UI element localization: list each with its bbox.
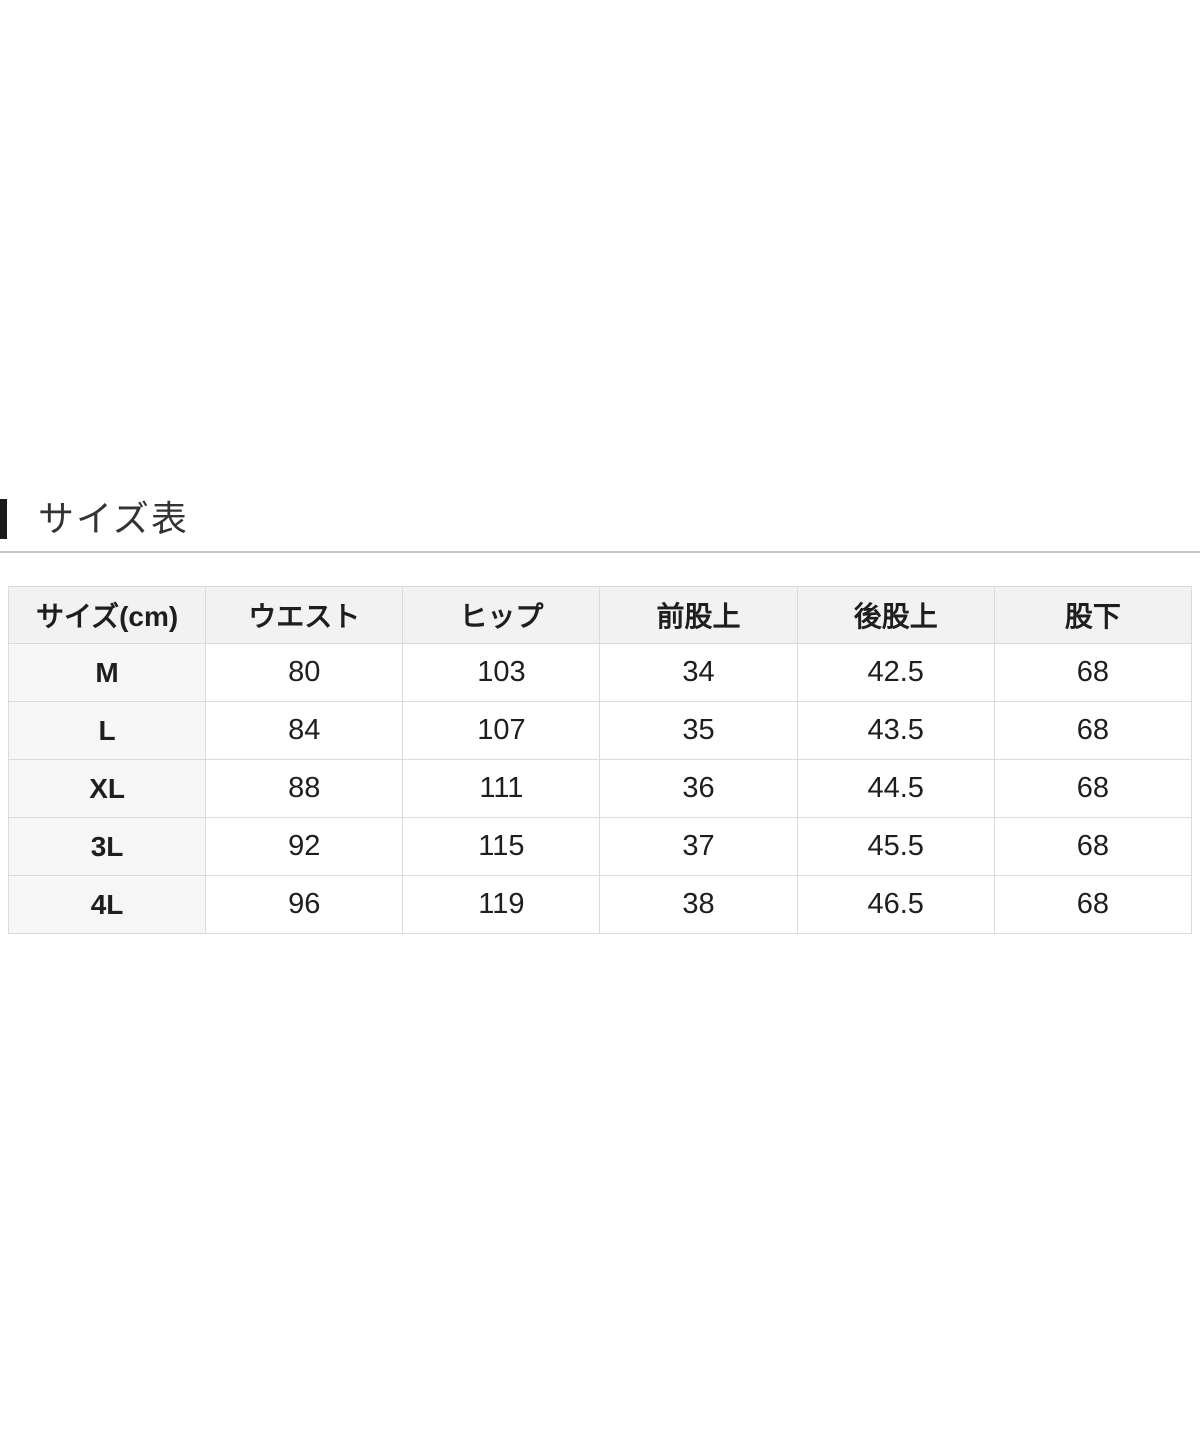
title-accent-bar [0,499,7,539]
measurement-value-cell: 68 [993,875,1193,934]
size-label-cell: L [7,701,207,760]
measurement-value-cell: 46.5 [796,875,995,934]
section-divider [0,551,1200,553]
size-label-cell: M [7,643,207,702]
measurement-value-cell: 43.5 [796,701,995,760]
size-chart-table: サイズ(cm) ウエスト ヒップ 前股上 後股上 股下 M 80 103 34 42.5… [7,586,1193,934]
measurement-value-cell: 68 [993,817,1193,876]
table-row: L 84 107 35 43.5 68 [7,701,1193,760]
measurement-value-cell: 88 [205,759,404,818]
column-header-inseam: 股下 [993,586,1193,644]
size-table-body: M 80 103 34 42.5 68 L 84 107 35 43.5 68 XL 88 111 36 44.… [7,643,1193,934]
size-chart-section-header: サイズ表 [0,494,1200,544]
size-label-cell: 4L [7,875,207,934]
measurement-value-cell: 92 [205,817,404,876]
table-row: XL 88 111 36 44.5 68 [7,759,1193,818]
table-row: 3L 92 115 37 45.5 68 [7,817,1193,876]
table-row: 4L 96 119 38 46.5 68 [7,875,1193,934]
size-label-cell: 3L [7,817,207,876]
measurement-value-cell: 45.5 [796,817,995,876]
measurement-value-cell: 68 [993,759,1193,818]
column-header-size: サイズ(cm) [7,586,207,644]
size-label-cell: XL [7,759,207,818]
column-header-back-rise: 後股上 [796,586,995,644]
measurement-value-cell: 111 [402,759,601,818]
header-row: サイズ(cm) ウエスト ヒップ 前股上 後股上 股下 [7,586,1193,644]
measurement-value-cell: 44.5 [796,759,995,818]
measurement-value-cell: 119 [402,875,601,934]
section-title: サイズ表 [38,498,189,539]
measurement-value-cell: 37 [599,817,798,876]
measurement-value-cell: 80 [205,643,404,702]
size-table-head: サイズ(cm) ウエスト ヒップ 前股上 後股上 股下 [7,586,1193,644]
column-header-hip: ヒップ [402,586,601,644]
measurement-value-cell: 35 [599,701,798,760]
measurement-value-cell: 96 [205,875,404,934]
measurement-value-cell: 38 [599,875,798,934]
measurement-value-cell: 42.5 [796,643,995,702]
measurement-value-cell: 36 [599,759,798,818]
measurement-value-cell: 84 [205,701,404,760]
measurement-value-cell: 68 [993,701,1193,760]
measurement-value-cell: 115 [402,817,601,876]
column-header-front-rise: 前股上 [599,586,798,644]
measurement-value-cell: 107 [402,701,601,760]
table-row: M 80 103 34 42.5 68 [7,643,1193,702]
measurement-value-cell: 68 [993,643,1193,702]
column-header-waist: ウエスト [205,586,404,644]
measurement-value-cell: 103 [402,643,601,702]
measurement-value-cell: 34 [599,643,798,702]
